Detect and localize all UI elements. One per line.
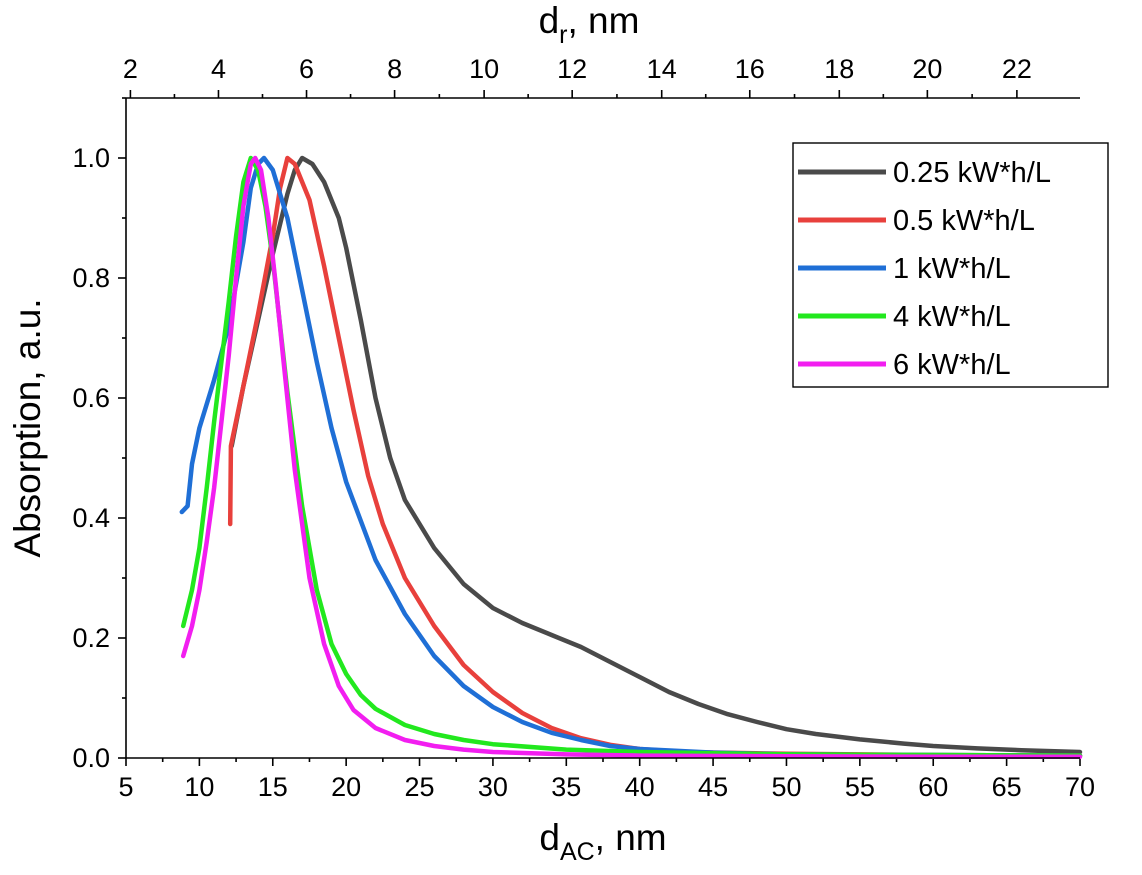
x-tick-label: 5 [118,772,133,802]
x-tick-label: 70 [1065,772,1095,802]
x-tick-label: 20 [331,772,361,802]
x2-tick-label: 10 [469,54,499,84]
legend-label: 0.25 kW*h/L [893,157,1051,189]
legend-label: 1 kW*h/L [893,253,1011,285]
legend: 0.25 kW*h/L 0.5 kW*h/L 1 kW*h/L 4 kW*h/L 6 k… [792,142,1109,388]
legend-label: 4 kW*h/L [893,301,1011,333]
y-axis-title: Absorption, a.u. [7,298,48,557]
x-tick-label: 35 [551,772,581,802]
x2-axis-title: dr, nm [539,0,640,49]
x-tick-label: 15 [258,772,288,802]
x2-tick-label: 16 [735,54,765,84]
series-lines [179,155,1083,760]
series-line-1 [229,155,1083,755]
x2-tick-label: 14 [647,54,677,84]
y-tick-label: 0.6 [72,383,110,413]
legend-label: 6 kW*h/L [893,349,1011,381]
x2-tick-label: 22 [1002,54,1032,84]
x-tick-label: 50 [771,772,801,802]
series-line-4 [180,155,1083,758]
x-axis-title: dAC, nm [539,817,666,866]
y-tick-label: 0.8 [72,263,110,293]
series-line-5 [180,155,1083,760]
y-tick-label: 1.0 [72,143,110,173]
y-tick-label: 0.0 [72,743,110,773]
legend-label: 0.5 kW*h/L [893,205,1035,237]
y-tick-label: 0.4 [72,503,110,533]
x2-tick-label: 18 [824,54,854,84]
x2-tick-label: 2 [123,54,138,84]
legend-box [792,142,1109,388]
x-tick-label: 10 [184,772,214,802]
x2-tick-label: 6 [299,54,314,84]
x-tick-label: 30 [478,772,508,802]
x-tick-label: 55 [845,772,875,802]
x2-tick-label: 12 [557,54,587,84]
x2-tick-label: 8 [387,54,402,84]
plot-frame [125,97,1080,759]
x-tick-label: 60 [918,772,948,802]
x-tick-label: 45 [698,772,728,802]
x-tick-label: 40 [625,772,655,802]
x-tick-label: 25 [405,772,435,802]
x2-tick-label: 20 [912,54,942,84]
tick-labels: 5 10 15 20 25 30 35 40 45 50 55 60 65 70 0.0 0.2 0.4 0.6 0… [72,54,1095,802]
y-tick-label: 0.2 [72,623,110,653]
x-tick-label: 65 [992,772,1022,802]
x2-tick-label: 4 [211,54,226,84]
